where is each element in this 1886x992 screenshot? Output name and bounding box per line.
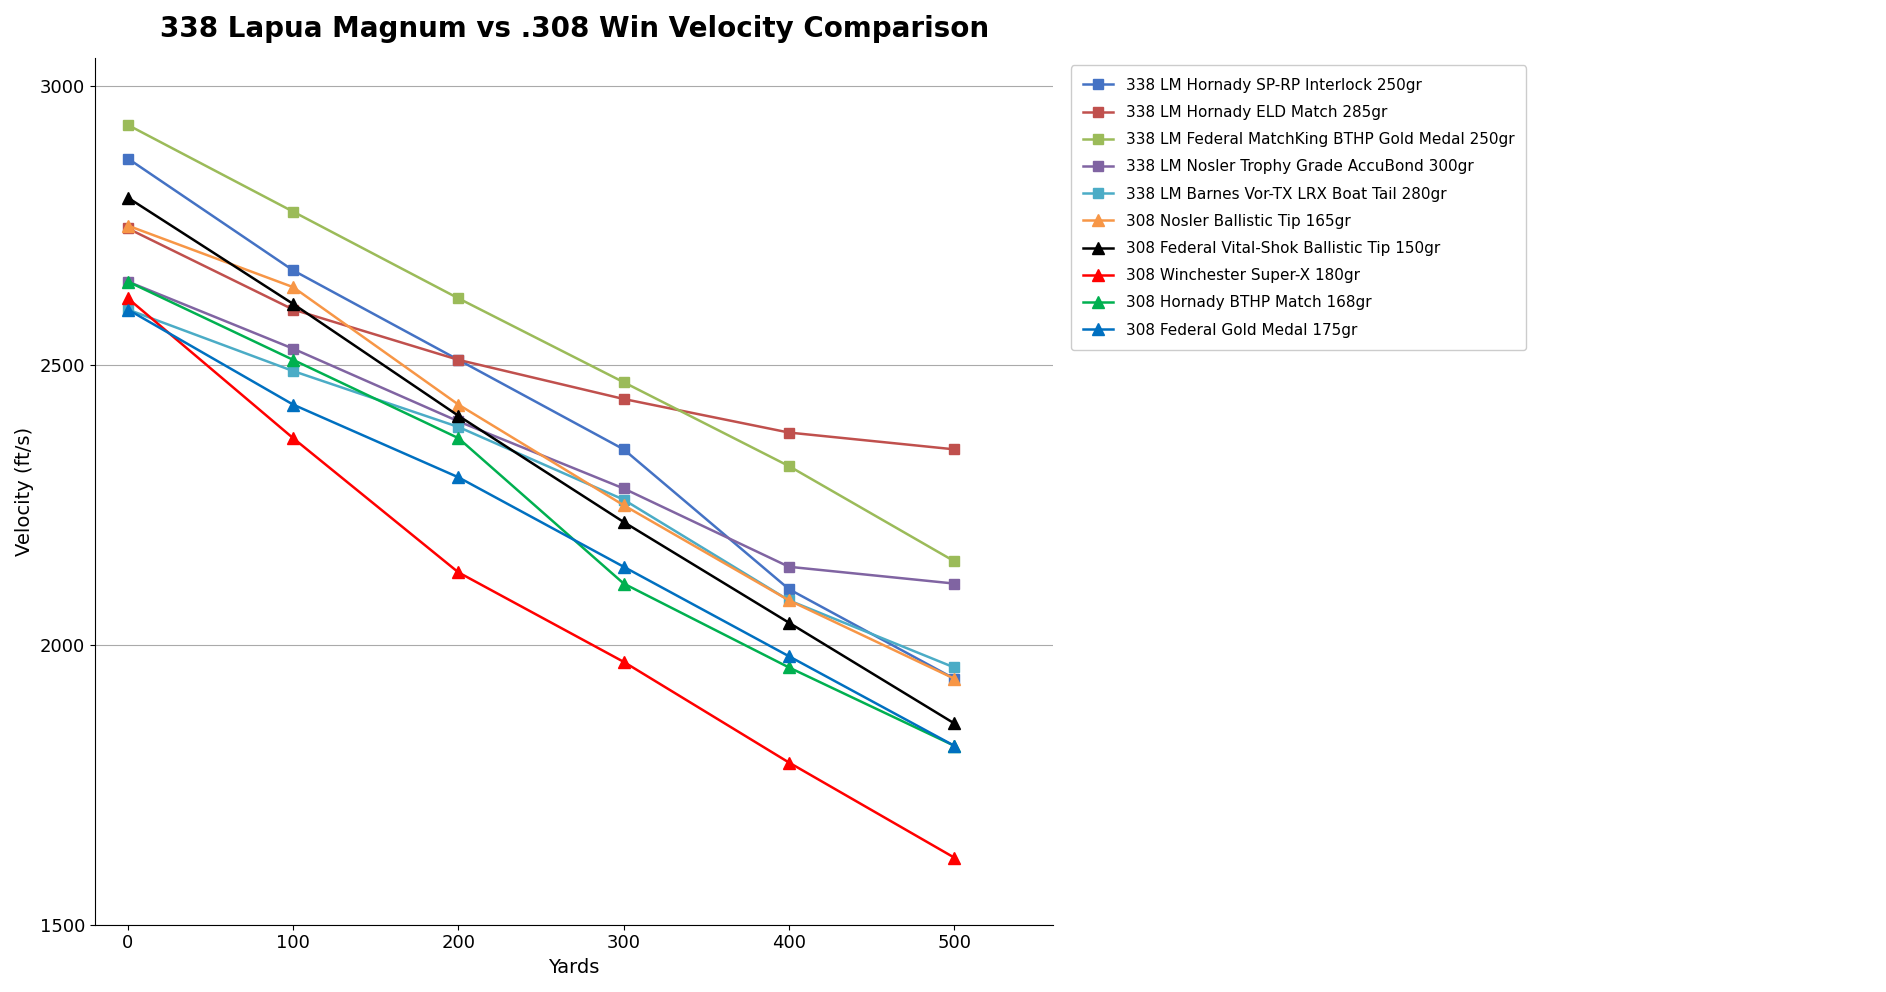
338 LM Hornady SP-RP Interlock 250gr [613,443,636,455]
308 Hornady BTHP Match 168gr [117,276,140,288]
Line: 308 Hornady BTHP Match 168gr: 308 Hornady BTHP Match 168gr [123,276,960,751]
338 LM Federal MatchKing BTHP Gold Medal 250gr [943,556,966,567]
338 LM Nosler Trophy Grade AccuBond 300gr [943,577,966,589]
Title: 338 Lapua Magnum vs .308 Win Velocity Comparison: 338 Lapua Magnum vs .308 Win Velocity Co… [160,15,988,43]
308 Federal Gold Medal 175gr [117,304,140,315]
338 LM Nosler Trophy Grade AccuBond 300gr [281,342,304,354]
338 LM Barnes Vor-TX LRX Boat Tail 280gr [777,594,800,606]
308 Federal Gold Medal 175gr [613,560,636,572]
Line: 338 LM Hornady SP-RP Interlock 250gr: 338 LM Hornady SP-RP Interlock 250gr [123,154,960,683]
308 Winchester Super-X 180gr [281,433,304,444]
Line: 308 Winchester Super-X 180gr: 308 Winchester Super-X 180gr [123,293,960,863]
338 LM Hornady ELD Match 285gr [613,393,636,405]
338 LM Federal MatchKing BTHP Gold Medal 250gr [613,376,636,388]
338 LM Federal MatchKing BTHP Gold Medal 250gr [447,293,470,305]
308 Federal Gold Medal 175gr [281,399,304,411]
338 LM Hornady SP-RP Interlock 250gr [117,153,140,165]
Y-axis label: Velocity (ft/s): Velocity (ft/s) [15,427,34,556]
308 Hornady BTHP Match 168gr [281,354,304,366]
308 Federal Vital-Shok Ballistic Tip 150gr [281,298,304,310]
Line: 308 Federal Gold Medal 175gr: 308 Federal Gold Medal 175gr [123,304,960,751]
Line: 308 Nosler Ballistic Tip 165gr: 308 Nosler Ballistic Tip 165gr [123,220,960,684]
338 LM Barnes Vor-TX LRX Boat Tail 280gr [613,494,636,506]
338 LM Hornady ELD Match 285gr [281,304,304,315]
338 LM Barnes Vor-TX LRX Boat Tail 280gr [943,662,966,674]
308 Federal Gold Medal 175gr [447,471,470,483]
308 Winchester Super-X 180gr [447,566,470,578]
338 LM Hornady SP-RP Interlock 250gr [281,265,304,277]
338 LM Hornady SP-RP Interlock 250gr [943,673,966,684]
Line: 338 LM Nosler Trophy Grade AccuBond 300gr: 338 LM Nosler Trophy Grade AccuBond 300g… [123,277,960,588]
308 Federal Gold Medal 175gr [777,651,800,663]
308 Federal Vital-Shok Ballistic Tip 150gr [943,717,966,729]
338 LM Hornady ELD Match 285gr [777,427,800,438]
308 Federal Vital-Shok Ballistic Tip 150gr [613,516,636,528]
308 Winchester Super-X 180gr [777,757,800,769]
308 Federal Gold Medal 175gr [943,740,966,752]
308 Hornady BTHP Match 168gr [447,433,470,444]
308 Nosler Ballistic Tip 165gr [943,673,966,684]
Line: 338 LM Federal MatchKing BTHP Gold Medal 250gr: 338 LM Federal MatchKing BTHP Gold Medal… [123,120,960,566]
338 LM Hornady ELD Match 285gr [447,354,470,366]
308 Nosler Ballistic Tip 165gr [613,499,636,511]
Legend: 338 LM Hornady SP-RP Interlock 250gr, 338 LM Hornady ELD Match 285gr, 338 LM Fed: 338 LM Hornady SP-RP Interlock 250gr, 33… [1071,65,1526,350]
338 LM Federal MatchKing BTHP Gold Medal 250gr [777,460,800,472]
338 LM Barnes Vor-TX LRX Boat Tail 280gr [447,421,470,433]
308 Nosler Ballistic Tip 165gr [447,399,470,411]
338 LM Barnes Vor-TX LRX Boat Tail 280gr [117,304,140,315]
Line: 338 LM Hornady ELD Match 285gr: 338 LM Hornady ELD Match 285gr [123,223,960,454]
338 LM Barnes Vor-TX LRX Boat Tail 280gr [281,365,304,377]
308 Hornady BTHP Match 168gr [777,662,800,674]
338 LM Hornady SP-RP Interlock 250gr [447,354,470,366]
308 Hornady BTHP Match 168gr [943,740,966,752]
308 Nosler Ballistic Tip 165gr [117,219,140,231]
308 Winchester Super-X 180gr [943,852,966,864]
308 Winchester Super-X 180gr [117,293,140,305]
338 LM Hornady ELD Match 285gr [943,443,966,455]
308 Nosler Ballistic Tip 165gr [777,594,800,606]
308 Nosler Ballistic Tip 165gr [281,281,304,293]
Line: 308 Federal Vital-Shok Ballistic Tip 150gr: 308 Federal Vital-Shok Ballistic Tip 150… [123,192,960,729]
338 LM Nosler Trophy Grade AccuBond 300gr [117,276,140,288]
308 Hornady BTHP Match 168gr [613,577,636,589]
338 LM Federal MatchKing BTHP Gold Medal 250gr [281,205,304,217]
308 Winchester Super-X 180gr [613,656,636,668]
338 LM Nosler Trophy Grade AccuBond 300gr [447,416,470,428]
308 Federal Vital-Shok Ballistic Tip 150gr [447,410,470,422]
338 LM Nosler Trophy Grade AccuBond 300gr [613,482,636,494]
338 LM Nosler Trophy Grade AccuBond 300gr [777,560,800,572]
Line: 338 LM Barnes Vor-TX LRX Boat Tail 280gr: 338 LM Barnes Vor-TX LRX Boat Tail 280gr [123,305,960,673]
338 LM Federal MatchKing BTHP Gold Medal 250gr [117,119,140,131]
X-axis label: Yards: Yards [549,958,600,977]
338 LM Hornady ELD Match 285gr [117,222,140,234]
338 LM Hornady SP-RP Interlock 250gr [777,583,800,595]
308 Federal Vital-Shok Ballistic Tip 150gr [117,191,140,203]
308 Federal Vital-Shok Ballistic Tip 150gr [777,617,800,629]
